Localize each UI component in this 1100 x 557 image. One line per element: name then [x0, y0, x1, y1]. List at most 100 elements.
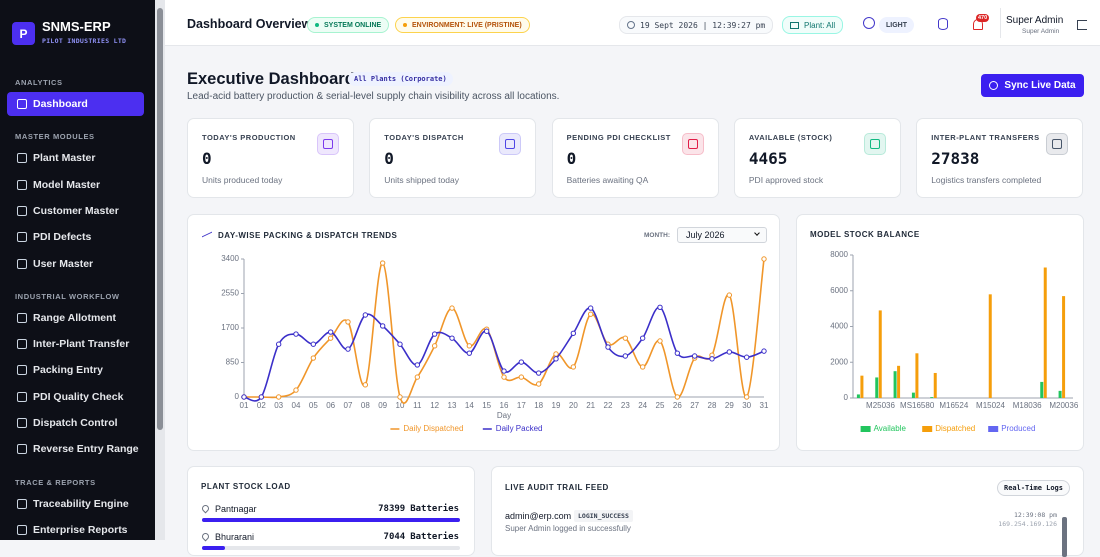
point — [483, 328, 490, 334]
model-chart: 0 2000 4000 6000 8000 M25036 MS16580 M16524 M150… — [830, 250, 1079, 433]
nav-item[interactable]: Customer Master — [7, 199, 144, 223]
status-badge: SYSTEM ONLINE — [307, 17, 390, 33]
point — [379, 323, 386, 329]
kpi-glyph — [505, 139, 516, 149]
header: Dashboard Overview SYSTEM ONLINE ENVIRON… — [165, 0, 1100, 46]
audit-badge: Real-Time Logs — [996, 480, 1070, 496]
filter-value: July 2026 — [686, 230, 725, 240]
audit-user: admin@erp.com — [505, 511, 572, 521]
db-icon[interactable] — [938, 18, 948, 30]
theme-toggle[interactable]: LIGHT — [879, 17, 914, 33]
nav-label: User Master — [33, 257, 94, 270]
nav-icon — [17, 312, 27, 323]
legend-label: Available — [874, 424, 907, 433]
feed-scroll[interactable] — [1062, 517, 1067, 557]
nav-item[interactable]: Plant Master — [7, 146, 144, 170]
x-tick-label: 07 — [344, 401, 353, 410]
audit-detail: Super Admin logged in successfully — [505, 524, 631, 533]
nav-item[interactable]: Inter-Plant Transfer — [7, 332, 144, 356]
audit-ip: 169.254.169.126 — [998, 520, 1057, 528]
plant-unit: Batteries — [410, 532, 459, 542]
nav-label: Dispatch Control — [33, 417, 118, 429]
nav-label: Inter-Plant Transfer — [33, 338, 130, 351]
model-title: MODEL STOCK BALANCE — [810, 230, 920, 239]
point — [622, 335, 629, 341]
trend-chart: 0 850 1700 2550 3400 01 02 03 04 05 06 07 08 09 10 11 12… — [221, 254, 769, 433]
bar — [911, 392, 915, 398]
nav-icon — [17, 444, 27, 455]
nav-icon — [17, 205, 27, 216]
scroll-thumb[interactable] — [157, 8, 163, 430]
x-tick-label: 27 — [690, 401, 699, 410]
kpi-label: PENDING PDI CHECKLIST — [566, 133, 671, 142]
kpi-value: 0 — [384, 149, 394, 168]
nav-icon — [17, 232, 27, 243]
x-tick-label: 26 — [673, 401, 682, 410]
nav-item[interactable]: Reverse Entry Range — [7, 437, 144, 461]
plant: Plant: All — [804, 20, 836, 30]
x-tick-label: 31 — [760, 401, 769, 410]
kpi-card: PENDING PDI CHECKLIST 0 Batteries awaiting… — [551, 118, 719, 198]
nav-label: Dashboard — [33, 98, 88, 110]
point — [570, 330, 577, 336]
x-tick-label: 23 — [621, 401, 630, 410]
section-title: ANALYTICS — [15, 78, 63, 87]
nav-item[interactable]: Enterprise Reports — [7, 518, 144, 542]
point — [518, 374, 525, 380]
nav-item[interactable]: User Master — [7, 252, 144, 276]
x-tick-label: 29 — [725, 401, 734, 410]
point — [553, 356, 559, 362]
status: SYSTEM ONLINE — [324, 21, 382, 29]
nav-icon — [17, 418, 27, 428]
x-tick-label: MS16580 — [900, 401, 935, 410]
logout[interactable] — [1077, 20, 1087, 30]
x-tick-label: 25 — [656, 401, 665, 410]
x-tick-label: 09 — [378, 401, 387, 410]
audit-card: LIVE AUDIT TRAIL FEED Real-Time Logs adm… — [491, 466, 1084, 557]
nav-item[interactable]: Traceability Engine — [7, 492, 144, 516]
legend-swatch — [860, 426, 871, 432]
y-tick-label: 850 — [226, 358, 240, 367]
x-tick-label: 28 — [708, 401, 717, 410]
plant-filter[interactable]: Plant: All — [782, 16, 844, 34]
point — [639, 364, 646, 370]
scope: All Plants (Corporate) — [348, 72, 453, 86]
nav-item[interactable]: Range Allotment — [7, 306, 144, 330]
y-tick-label: 2000 — [830, 357, 848, 366]
point — [535, 381, 542, 387]
kpi-card: TODAY'S PRODUCTION 0 Units produced today — [187, 118, 354, 198]
nav-item[interactable]: Dashboard — [7, 92, 144, 116]
plant-amount: 7044 Batteries — [384, 532, 459, 542]
point — [466, 350, 473, 356]
nav-item[interactable]: Packing Entry — [7, 358, 144, 382]
kpi-card: AVAILABLE (STOCK) 4465 PDI approved stock — [733, 118, 901, 198]
y-tick-label: 0 — [235, 392, 240, 401]
bar — [915, 353, 919, 398]
nav-label: Traceability Engine — [33, 497, 129, 510]
nav-label: Model Master — [33, 178, 101, 191]
palette-icon[interactable] — [863, 17, 875, 29]
nav-item[interactable]: PDI Defects — [7, 225, 144, 249]
bar — [933, 372, 937, 398]
sync-button[interactable]: Sync Live Data — [981, 74, 1084, 97]
point — [431, 343, 438, 349]
point — [674, 394, 681, 400]
model-card: MODEL STOCK BALANCE 0 2000 4000 6000 8000 M25… — [796, 214, 1084, 451]
kpi-note: Logistics transfers completed — [931, 175, 1042, 185]
point — [709, 356, 715, 362]
user-name: Super Admin — [1006, 15, 1064, 26]
pin-icon — [200, 503, 211, 514]
month-select[interactable]: July 2026 — [677, 227, 767, 243]
bar — [893, 371, 897, 398]
legend-swatch — [988, 426, 999, 432]
point — [327, 335, 334, 341]
nav-item[interactable]: PDI Quality Check — [7, 385, 144, 409]
nav-item[interactable]: Dispatch Control — [7, 411, 144, 435]
point — [622, 353, 629, 359]
plant-card: PLANT STOCK LOAD Pantnagar 78399 Batteries… — [187, 466, 475, 556]
nav-label: Range Allotment — [33, 311, 117, 324]
section-title: TRACE & REPORTS — [15, 477, 96, 487]
nav-item[interactable]: Model Master — [7, 173, 144, 197]
x-tick-label: 10 — [396, 401, 405, 410]
x-tick-label: 15 — [482, 401, 491, 410]
